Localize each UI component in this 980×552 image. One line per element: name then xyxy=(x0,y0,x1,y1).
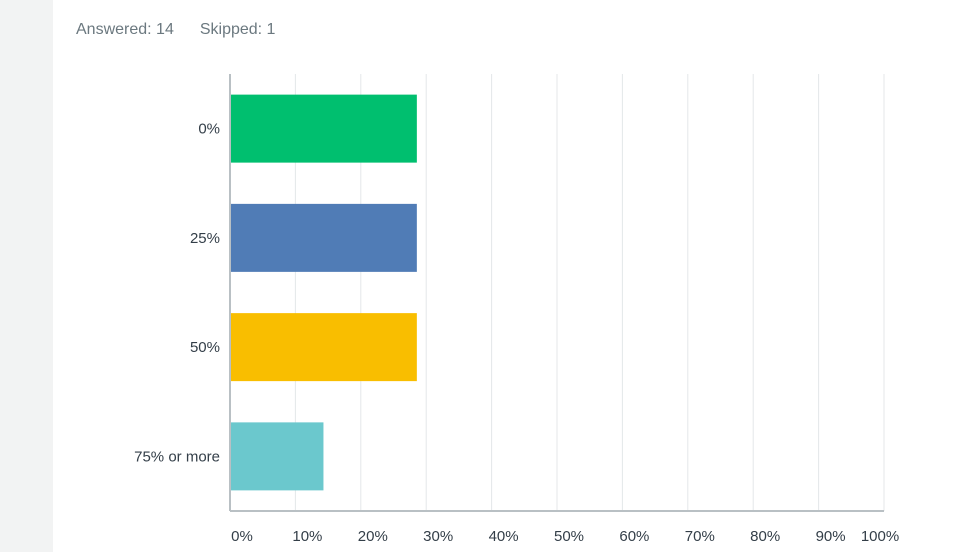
x-tick-label: 0% xyxy=(231,528,253,545)
grid-lines xyxy=(294,74,885,511)
category-label: 25% xyxy=(190,230,220,247)
category-labels: 0% 25% 50% 75% or more xyxy=(134,121,220,466)
category-label: 50% xyxy=(190,339,220,356)
x-tick-label: 90% xyxy=(816,528,846,545)
x-tick-label: 70% xyxy=(685,528,715,545)
category-label: 75% or more xyxy=(134,448,220,465)
x-tick-label: 60% xyxy=(619,528,649,545)
x-tick-label: 100% xyxy=(861,528,899,545)
bar-3[interactable] xyxy=(230,422,324,491)
category-label: 0% xyxy=(198,121,220,138)
bars xyxy=(230,94,417,491)
skipped-count: Skipped: 1 xyxy=(199,21,276,38)
x-tick-label: 40% xyxy=(489,528,519,545)
bar-0[interactable] xyxy=(230,94,417,163)
x-tick-label: 20% xyxy=(358,528,388,545)
axes xyxy=(229,74,884,512)
x-tick-label: 80% xyxy=(750,528,780,545)
x-tick-label: 50% xyxy=(554,528,584,545)
bar-1[interactable] xyxy=(230,203,417,272)
response-summary: Answered: 14 Skipped: 1 xyxy=(76,21,275,39)
bar-2[interactable] xyxy=(230,313,417,382)
answered-count: Answered: 14 xyxy=(76,21,174,38)
x-tick-label: 10% xyxy=(292,528,322,545)
x-tick-label: 30% xyxy=(423,528,453,545)
results-panel xyxy=(53,0,980,552)
x-tick-labels: 0% 10% 20% 30% 40% 50% 60% 70% 80% 90% 100% xyxy=(231,528,899,545)
